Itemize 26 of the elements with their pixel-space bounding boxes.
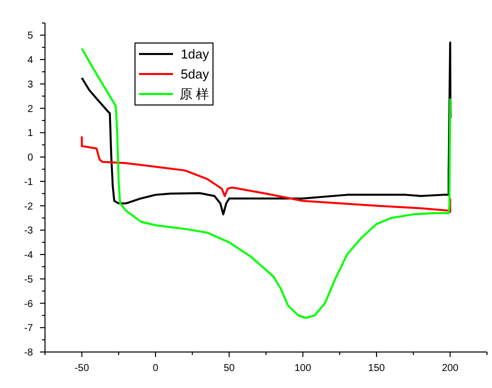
- line-series: [80, 41, 452, 216]
- line-series: [80, 135, 452, 213]
- y-tick-label: 5: [27, 30, 34, 42]
- legend-label: 1day: [180, 46, 210, 62]
- y-tick-label: -2: [24, 201, 34, 212]
- legend-label: 5day: [180, 66, 210, 82]
- y-tick-label: 4: [27, 55, 34, 66]
- y-tick-label: 2: [27, 104, 34, 115]
- legend-label: 原 样: [179, 86, 209, 102]
- y-tick-label: 0: [27, 152, 34, 164]
- y-tick-label: -6: [24, 298, 34, 310]
- y-tick-label: -3: [24, 226, 34, 237]
- y-tick-label: -5: [24, 274, 34, 286]
- y-tick-label: -4: [24, 250, 34, 262]
- x-tick-label: 100: [294, 363, 312, 374]
- x-tick-label: 50: [224, 363, 236, 374]
- y-tick-label: -8: [24, 348, 34, 358]
- line-series: [80, 48, 452, 319]
- y-tick-label: 1: [27, 128, 34, 140]
- y-tick-label: -1: [24, 176, 34, 188]
- y-tick-label: -7: [24, 323, 34, 334]
- x-tick-label: -50: [74, 363, 90, 374]
- x-tick-label: 150: [368, 363, 386, 374]
- x-tick-label: 0: [152, 363, 159, 374]
- y-tick-label: 3: [27, 79, 34, 90]
- x-tick-label: 200: [442, 363, 459, 374]
